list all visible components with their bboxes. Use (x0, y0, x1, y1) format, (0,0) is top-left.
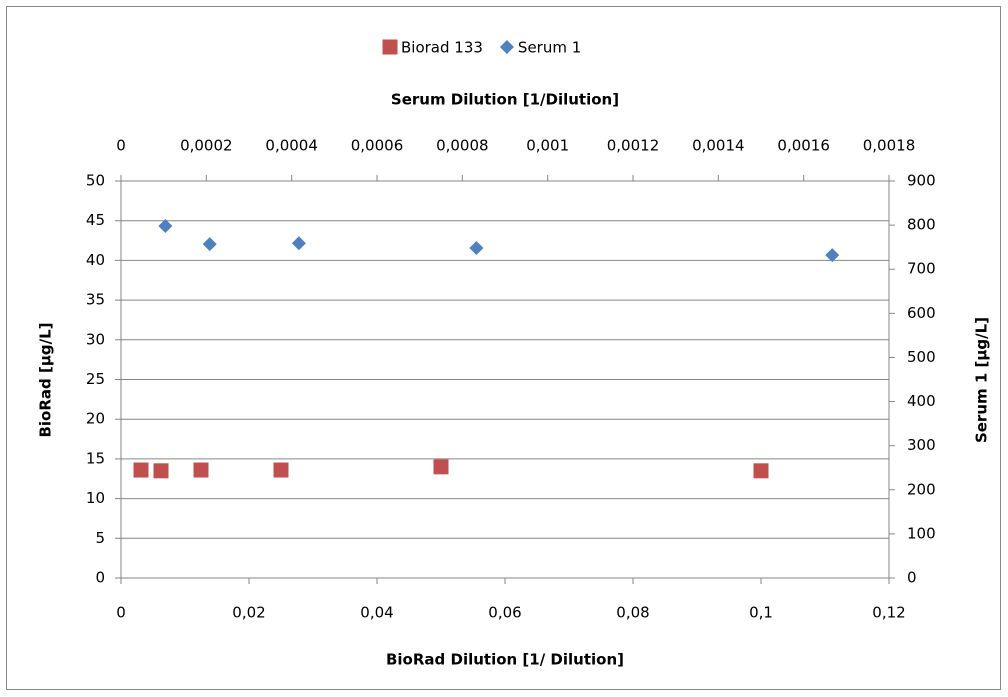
y-tick-label: 10 (86, 489, 105, 507)
y-tick-label: 50 (86, 172, 105, 190)
data-point (158, 218, 173, 233)
y-tick-label: 45 (86, 211, 105, 229)
y2-tick-label: 900 (907, 172, 936, 190)
x2-tick-label: 0,0004 (265, 137, 318, 155)
data-point (273, 462, 289, 478)
x-tick-label: 0,08 (616, 604, 649, 622)
x-tick-label: 0,1 (749, 604, 773, 622)
y2-tick-label: 600 (907, 304, 936, 322)
x2-tick-label: 0,0018 (863, 137, 916, 155)
y2-tick-label: 100 (907, 524, 936, 542)
y-tick-label: 30 (86, 330, 105, 348)
data-point (825, 248, 840, 263)
y2-tick-label: 200 (907, 480, 936, 498)
y-tick-label: 5 (95, 529, 105, 547)
data-point (133, 462, 149, 478)
y2-tick-label: 800 (907, 216, 936, 234)
legend-label: Serum 1 (518, 39, 581, 57)
y2-tick-label: 700 (907, 260, 936, 278)
data-point (291, 236, 306, 251)
data-point (202, 237, 217, 252)
chart-border (6, 6, 1001, 690)
x-tick-label: 0 (116, 604, 126, 622)
y2-axis-label: Serum 1 [µg/L] (973, 317, 991, 443)
y-tick-label: 20 (86, 410, 105, 428)
data-point (433, 459, 449, 475)
y-tick-label: 40 (86, 251, 105, 269)
legend-marker (499, 40, 514, 54)
x2-tick-label: 0,001 (526, 137, 569, 155)
legend-marker (382, 39, 398, 55)
x2-tick-label: 0 (116, 137, 126, 155)
y-tick-label: 15 (86, 449, 105, 467)
y2-tick-label: 500 (907, 348, 936, 366)
y-tick-label: 0 (95, 569, 105, 587)
x-axis-label: BioRad Dilution [1/ Dilution] (386, 651, 624, 669)
data-point (193, 462, 209, 478)
data-point (153, 463, 169, 479)
y-tick-label: 25 (86, 370, 105, 388)
x-tick-label: 0,06 (488, 604, 521, 622)
y2-tick-label: 0 (907, 569, 917, 587)
x2-tick-label: 0,0006 (351, 137, 404, 155)
x2-tick-label: 0,0012 (607, 137, 660, 155)
x-tick-label: 0,02 (232, 604, 265, 622)
data-point (469, 241, 484, 256)
x2-tick-label: 0,0016 (777, 137, 830, 155)
y2-tick-label: 400 (907, 392, 936, 410)
legend-label: Biorad 133 (401, 39, 483, 57)
y-axis-label: BioRad [µg/L] (37, 322, 55, 437)
x2-tick-label: 0,0008 (436, 137, 489, 155)
x-tick-label: 0,12 (872, 604, 905, 622)
data-point (753, 463, 769, 479)
y2-tick-label: 300 (907, 436, 936, 454)
x2-tick-label: 0,0014 (692, 137, 745, 155)
x-tick-label: 0,04 (360, 604, 393, 622)
y-tick-label: 35 (86, 291, 105, 309)
x2-tick-label: 0,0002 (180, 137, 233, 155)
x2-axis-label: Serum Dilution [1/Dilution] (391, 91, 619, 109)
